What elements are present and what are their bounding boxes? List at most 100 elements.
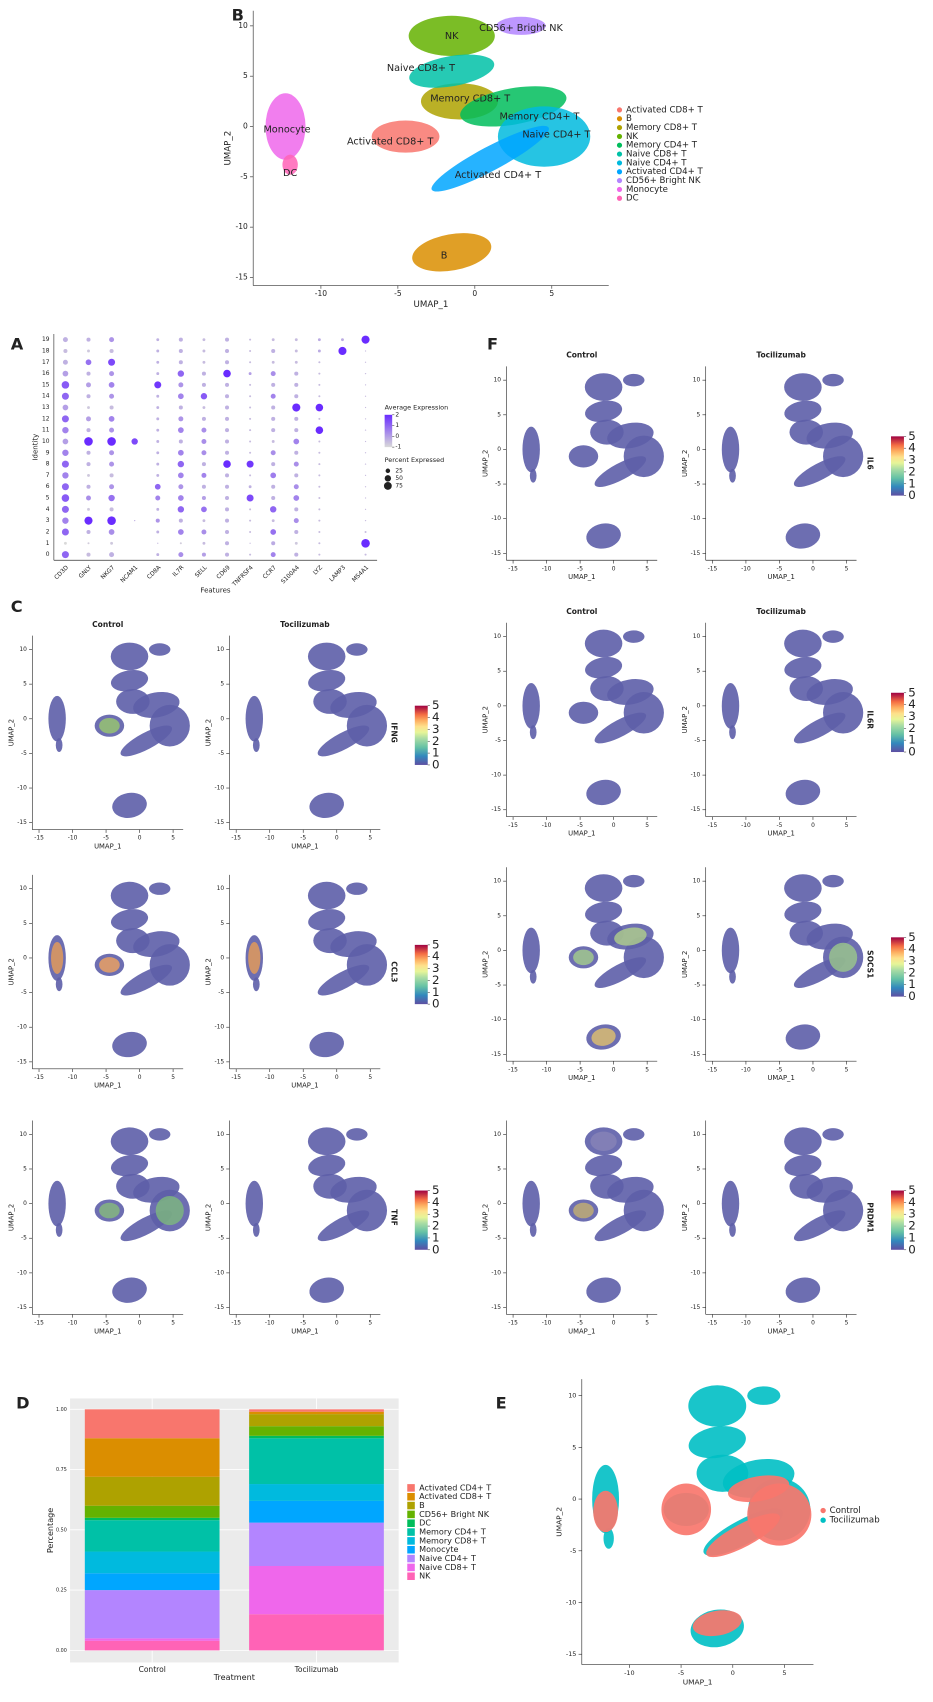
- x-tick-label: -15: [231, 1321, 241, 1327]
- cluster-label: Naive CD4+ T: [522, 130, 590, 141]
- cell-cluster: [110, 1029, 149, 1060]
- cell-cluster: [109, 1152, 150, 1179]
- x-tick-label: -5: [103, 836, 109, 842]
- y-axis-label: Percentage: [45, 1508, 55, 1553]
- x-tick-label: -10: [68, 1075, 78, 1081]
- dot: [178, 450, 184, 456]
- dot: [156, 531, 159, 534]
- dot: [271, 496, 275, 500]
- cell-cluster: [522, 928, 539, 974]
- dot: [63, 337, 68, 342]
- y-tick-label: -5: [240, 172, 248, 181]
- dot: [365, 362, 366, 363]
- colorbar-tick-label: -1: [395, 445, 401, 451]
- dot: [249, 440, 251, 442]
- y-tick-label: 10: [217, 886, 225, 892]
- x-axis-label: Features: [200, 586, 230, 594]
- size-key: [385, 475, 391, 481]
- legend-key: [617, 125, 622, 130]
- x-tick-label: -15: [708, 1321, 718, 1327]
- dot: [316, 404, 324, 412]
- cell-cluster: [149, 1128, 170, 1140]
- y-tick-label: 0: [697, 1201, 701, 1207]
- dot: [84, 517, 92, 525]
- gene-label: IL6: [865, 457, 874, 470]
- dot: [225, 485, 229, 489]
- cell-cluster: [729, 1223, 736, 1237]
- dot: [107, 437, 116, 446]
- dot: [62, 381, 70, 389]
- dot: [225, 349, 229, 353]
- bar-segment: [249, 1501, 384, 1523]
- y-tick-label: 5: [572, 1443, 576, 1451]
- cell-cluster: [822, 630, 843, 642]
- dot: [156, 406, 159, 409]
- x-tick-label: -5: [577, 1321, 583, 1327]
- dot: [87, 350, 90, 353]
- y-tick-label: 0: [220, 955, 224, 961]
- identity-label: 5: [46, 496, 50, 502]
- y-tick-label: 10: [493, 634, 501, 640]
- cell-cluster: [822, 1128, 843, 1140]
- cell-cluster: [584, 1275, 623, 1306]
- cell-cluster: [51, 942, 63, 974]
- y-tick-label: 5: [220, 921, 224, 927]
- dot: [316, 426, 324, 434]
- cell-cluster: [722, 928, 739, 974]
- y-tick-label: -5: [495, 738, 501, 744]
- x-tick-label: -5: [394, 289, 402, 298]
- bar-segment: [249, 1414, 384, 1426]
- dot: [249, 418, 251, 420]
- dot: [271, 541, 275, 545]
- dot: [202, 553, 206, 557]
- y-tick-label: 10: [568, 1392, 576, 1400]
- feature-label: IL7R: [172, 565, 185, 578]
- cell-cluster: [584, 521, 623, 552]
- condition-title: Control: [92, 620, 123, 629]
- y-tick-label: -15: [214, 1305, 224, 1311]
- cell-cluster: [110, 1275, 149, 1306]
- y-axis-label: UMAP_2: [681, 706, 689, 733]
- dot: [154, 381, 161, 388]
- colorbar-tick-label: 5: [432, 698, 440, 712]
- legend-key: [407, 1546, 415, 1554]
- dot: [365, 497, 366, 498]
- identity-label: 13: [42, 405, 50, 411]
- dot: [318, 554, 320, 556]
- identity-label: 1: [46, 541, 50, 547]
- dot: [225, 394, 229, 398]
- dot: [202, 417, 206, 421]
- x-axis-label: UMAP_1: [568, 1074, 595, 1082]
- y-tick-label: -10: [691, 773, 701, 779]
- dot: [203, 338, 206, 341]
- y-tick-label: 0.25: [56, 1588, 67, 1594]
- dot: [318, 542, 320, 544]
- x-tick-label: -5: [103, 1075, 109, 1081]
- colorbar-tick-label: 5: [908, 1183, 916, 1197]
- dot: [294, 462, 299, 467]
- x-axis-label: UMAP_1: [94, 1327, 121, 1335]
- bar-segment: [249, 1614, 384, 1650]
- x-tick-label: -15: [708, 1067, 718, 1073]
- dot: [294, 530, 298, 534]
- y-axis-label: UMAP_2: [8, 719, 16, 746]
- cell-cluster: [246, 696, 263, 742]
- x-axis-label: UMAP_1: [94, 1082, 121, 1090]
- dot: [156, 474, 159, 477]
- dot: [62, 494, 70, 502]
- y-tick-label: 0: [220, 716, 224, 722]
- cell-cluster: [530, 1223, 537, 1237]
- cell-cluster: [623, 374, 644, 386]
- dot: [225, 439, 229, 443]
- gene-label: IFNG: [389, 722, 398, 742]
- x-tick-label: -15: [508, 823, 518, 829]
- x-tick-label: -5: [776, 1321, 782, 1327]
- dot: [318, 463, 320, 465]
- dot: [178, 495, 184, 501]
- bar-segment: [85, 1438, 220, 1477]
- identity-label: 6: [46, 484, 50, 490]
- dot: [107, 516, 116, 525]
- y-axis-label: UMAP_2: [8, 1204, 16, 1231]
- x-axis-label: UMAP_1: [767, 1327, 794, 1335]
- y-tick-label: -5: [495, 482, 501, 488]
